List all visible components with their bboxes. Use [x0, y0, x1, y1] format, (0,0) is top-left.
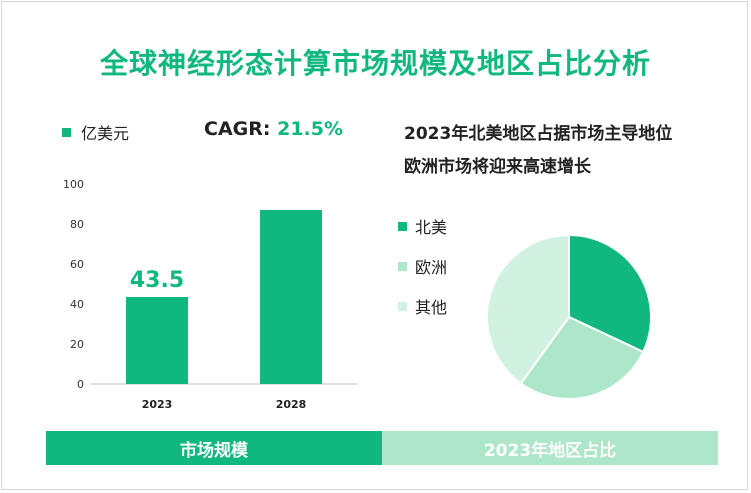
x-tick-label: 2023: [142, 398, 173, 411]
pie-legend-swatch-na: [398, 221, 407, 231]
bottom-label-region-share: 2023年地区占比: [382, 431, 718, 465]
bar-legend-swatch: [62, 127, 71, 137]
cagr-label: CAGR:: [204, 118, 278, 140]
pie-legend: 北美 欧洲 其他: [398, 206, 447, 326]
bottom-label-market-size: 市场规模: [46, 431, 382, 465]
y-tick-label: 20: [70, 338, 84, 351]
y-tick-label: 40: [70, 298, 84, 311]
bar-chart: 0 20 40 60 80 100 2023 43.5 2028: [63, 178, 358, 411]
cagr-value: 21.5%: [277, 118, 344, 140]
pie-headline-line1: 2023年北美地区占据市场主导地位: [404, 124, 673, 144]
y-tick-label: 80: [70, 218, 84, 231]
pie-slice-1: [568, 233, 652, 354]
pie-legend-label-na: 北美: [415, 218, 448, 237]
pie-chart: [486, 233, 652, 400]
bar-legend-label: 亿美元: [81, 124, 130, 143]
pie-headline: 2023年北美地区占据市场主导地位 欧洲市场将迎来高速增长: [404, 118, 672, 184]
y-tick-label: 60: [70, 258, 84, 271]
pie-legend-item-other: 其他: [398, 286, 447, 326]
bar-data-label: 43.5: [130, 268, 184, 293]
pie-legend-swatch-other: [398, 301, 407, 311]
cagr-text: CAGR: 21.5%: [204, 118, 343, 140]
pie-legend-item-na: 北美: [398, 206, 447, 246]
pie-headline-line2: 欧洲市场将迎来高速增长: [404, 157, 591, 177]
page-title: 全球神经形态计算市场规模及地区占比分析: [99, 47, 651, 80]
bar-2028: [260, 210, 322, 384]
y-tick-label: 0: [77, 378, 84, 391]
pie-legend-label-other: 其他: [415, 298, 448, 317]
bar-2023: [126, 297, 188, 384]
pie-legend-item-eu: 欧洲: [398, 246, 447, 286]
pie-slice-3: [486, 233, 570, 385]
pie-legend-swatch-eu: [398, 261, 407, 271]
pie-slice-2: [519, 315, 645, 400]
bar-legend: 亿美元: [62, 120, 129, 144]
y-tick-label: 100: [63, 178, 84, 191]
pie-legend-label-eu: 欧洲: [415, 258, 448, 277]
x-tick-label: 2028: [276, 398, 307, 411]
